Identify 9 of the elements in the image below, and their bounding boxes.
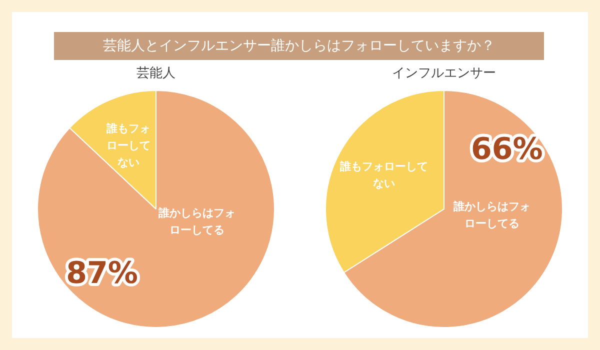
slice-label: 誰もフォローしてない — [338, 160, 428, 190]
data-label: 87% — [66, 256, 138, 291]
chart-title: 芸能人とインフルエンサー誰かしらはフォローしていますか？ — [54, 32, 544, 60]
chart-title: インフルエンサー — [391, 65, 497, 83]
slice-label: 誰かしらはフォローしてる — [452, 200, 531, 230]
data-label: 66% — [471, 132, 543, 168]
slice-label: 誰かしらはフォローしてる — [158, 206, 236, 236]
slice-label: 誰もフォローしてない — [106, 122, 151, 169]
chart-subtitle: 芸能人 — [136, 65, 176, 83]
